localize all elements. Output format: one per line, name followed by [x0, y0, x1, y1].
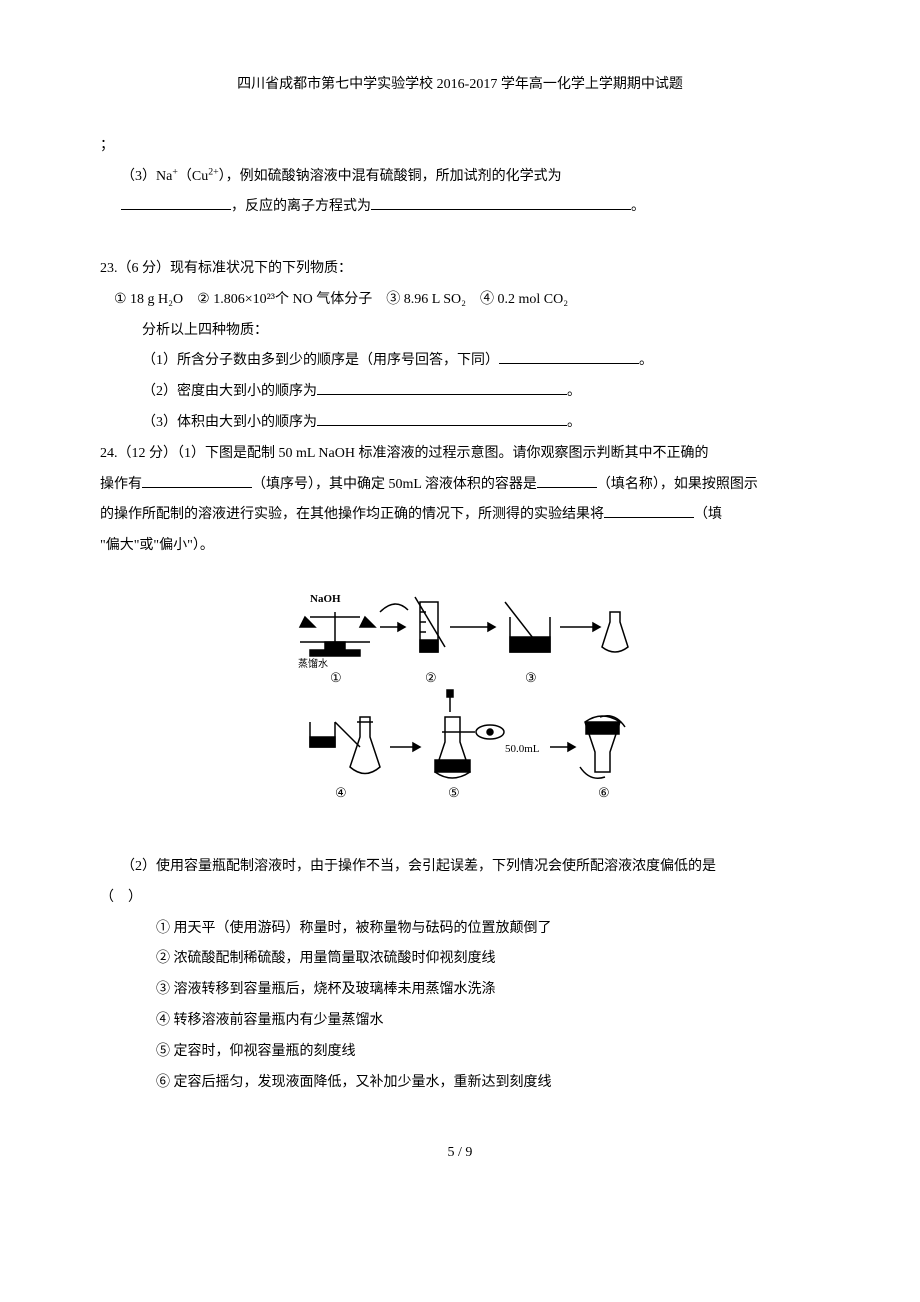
q23-p2: （2）密度由大到小的顺序为 。 — [100, 377, 820, 408]
q24-line3: 的操作所配制的溶液进行实验，在其他操作均正确的情况下，所测得的实验结果将 （填 — [100, 500, 820, 531]
q22-3-line1: （3）Na+（Cu2+），例如硫酸钠溶液中混有硫酸铜，所加试剂的化学式为 — [100, 162, 820, 193]
q22-3-mid: ，反应的离子方程式为 — [231, 199, 371, 214]
q24-opt5: ⑤ 定容时，仰视容量瓶的刻度线 — [100, 1037, 820, 1068]
q23-p1: （1）所含分子数由多到少的顺序是（用序号回答，下同） 。 — [100, 346, 820, 377]
q23-p3-text: （3）体积由大到小的顺序为 — [142, 415, 317, 430]
q24-p2-intro: （2）使用容量瓶配制溶液时，由于操作不当，会引起误差，下列情况会使所配溶液浓度偏… — [100, 852, 820, 883]
blank-q24-result — [604, 503, 694, 518]
q24-l3a: 的操作所配制的溶液进行实验，在其他操作均正确的情况下，所测得的实验结果将 — [100, 507, 604, 522]
blank-ionic-eq — [371, 195, 631, 210]
circ3: ③ — [525, 670, 537, 685]
q23-items: ① 18 g H₂O ② 1.806×10²³个 NO 气体分子 ③ 8.96 … — [100, 285, 820, 316]
q24-l3b: （填 — [694, 507, 722, 522]
q24-line4: "偏大"或"偏小"）。 — [100, 531, 820, 562]
circ2: ② — [425, 670, 437, 685]
q24-p2-paren: （ ） — [100, 883, 820, 914]
q24-opt2: ② 浓硫酸配制稀硫酸，用量筒量取浓硫酸时仰视刻度线 — [100, 944, 820, 975]
q23-p2-text: （2）密度由大到小的顺序为 — [142, 384, 317, 399]
q24-line1: 24.（12 分）（1）下图是配制 50 mL NaOH 标准溶液的过程示意图。… — [100, 439, 820, 470]
label-naoh: NaOH — [310, 593, 341, 605]
blank-q23-3 — [317, 411, 567, 426]
q24-l2b: （填序号），其中确定 50mL 溶液体积的容器是 — [252, 477, 537, 492]
q23-p1-text: （1）所含分子数由多到少的顺序是（用序号回答，下同） — [142, 353, 499, 368]
solution-prep-diagram: NaOH 蒸馏水 ① ② — [280, 572, 640, 822]
page-footer: 5 / 9 — [100, 1138, 820, 1169]
blank-q23-1 — [499, 349, 639, 364]
q24-l2c: （填名称），如果按照图示 — [597, 477, 758, 492]
blank-q24-vessel — [537, 473, 597, 488]
circ6: ⑥ — [598, 785, 610, 800]
label-50ml: 50.0mL — [505, 743, 540, 755]
q24-opt3: ③ 溶液转移到容量瓶后，烧杯及玻璃棒未用蒸馏水洗涤 — [100, 975, 820, 1006]
q24-line2: 操作有 （填序号），其中确定 50mL 溶液体积的容器是 （填名称），如果按照图示 — [100, 470, 820, 501]
q22-3-end: 。 — [631, 199, 645, 214]
blank-q24-ops — [142, 473, 252, 488]
q23-p1-end: 。 — [639, 353, 653, 368]
q23-p2-end: 。 — [567, 384, 581, 399]
q23-p3: （3）体积由大到小的顺序为 。 — [100, 408, 820, 439]
q22-3-prefix: （3）Na — [121, 169, 172, 184]
blank-reagent — [121, 195, 231, 210]
q22-3-cu: （Cu — [178, 169, 208, 184]
q24-l2a: 操作有 — [100, 477, 142, 492]
circ1: ① — [330, 670, 342, 685]
q22-3-line2: ，反应的离子方程式为 。 — [100, 192, 820, 223]
diagram-svg: NaOH 蒸馏水 ① ② — [280, 572, 640, 822]
q22-3-rest: ），例如硫酸钠溶液中混有硫酸铜，所加试剂的化学式为 — [219, 169, 562, 184]
blank-q23-2 — [317, 380, 567, 395]
semicolon-line: ； — [100, 131, 820, 162]
label-water: 蒸馏水 — [298, 657, 328, 670]
q23-intro: 分析以上四种物质： — [100, 316, 820, 347]
q24-opt4: ④ 转移溶液前容量瓶内有少量蒸馏水 — [100, 1006, 820, 1037]
circ5: ⑤ — [448, 785, 460, 800]
sup-cu: 2+ — [208, 166, 218, 177]
page-header: 四川省成都市第七中学实验学校 2016-2017 学年高一化学上学期期中试题 — [100, 70, 820, 101]
q24-opt6: ⑥ 定容后摇匀，发现液面降低，又补加少量水，重新达到刻度线 — [100, 1068, 820, 1099]
q23-p3-end: 。 — [567, 415, 581, 430]
q24-opt1: ① 用天平（使用游码）称量时，被称量物与砝码的位置放颠倒了 — [100, 914, 820, 945]
circ4: ④ — [335, 785, 347, 800]
q23-title: 23.（6 分）现有标准状况下的下列物质： — [100, 254, 820, 285]
